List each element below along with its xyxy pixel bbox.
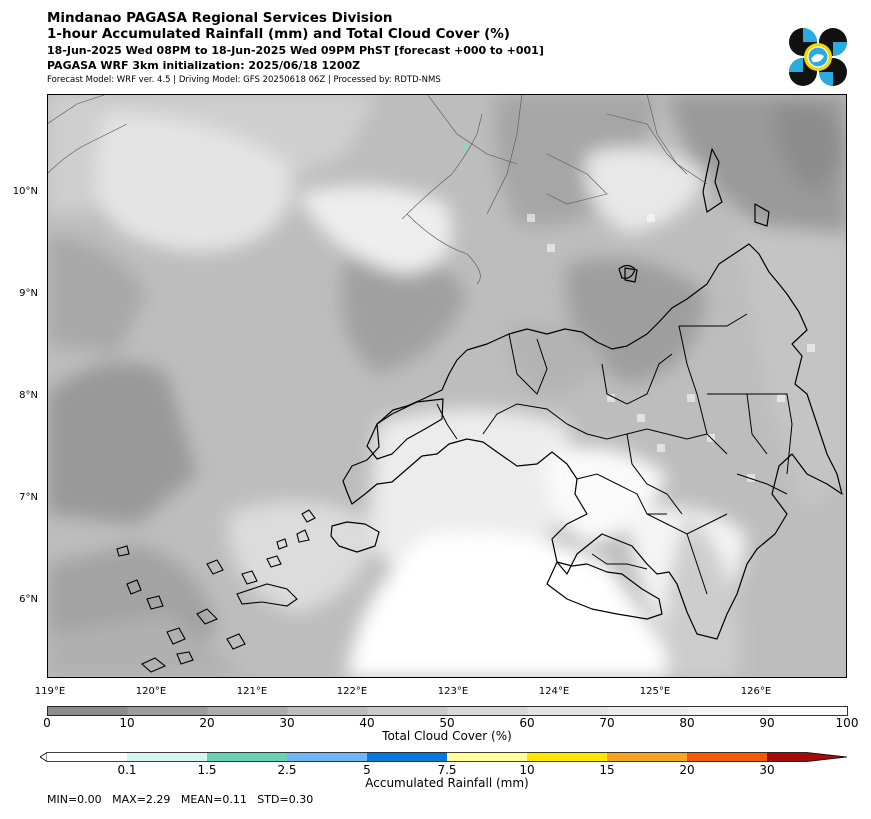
rain-colorbar-label: Accumulated Rainfall (mm) [365,776,529,790]
cloud-colorbar-tick: 90 [759,716,775,730]
cloud-colorbar-tick: 100 [835,716,859,730]
rain-colorbar-segment [367,752,447,762]
init-time: PAGASA WRF 3km initialization: 2025/06/1… [47,59,361,72]
rainfall-cloud-map [47,94,847,678]
rain-point [462,144,468,150]
lon-label: 119°E [34,686,66,697]
rain-colorbar-segment [607,752,687,762]
rain-colorbar-segment [47,752,127,762]
rain-colorbar-under [40,752,48,762]
rain-colorbar-tick: 7.5 [437,763,457,777]
rain-colorbar-segment [447,752,527,762]
rain-colorbar-segment [287,752,367,762]
rain-colorbar-tick: 0.1 [117,763,137,777]
rain-colorbar-segment [527,752,607,762]
cloud-colorbar-tick: 70 [599,716,615,730]
cloud-colorbar-tick: 40 [359,716,375,730]
title-agency: Mindanao PAGASA Regional Services Divisi… [47,10,393,26]
cloud-speckle [527,214,815,482]
rain-colorbar-tick: 20 [679,763,695,777]
rain-colorbar-tick: 2.5 [277,763,297,777]
cloud-colorbar-tick: 80 [679,716,695,730]
lon-label: 126°E [740,686,772,697]
cloud-colorbar-segment [527,706,608,716]
cloud-cover-regions [47,94,847,678]
lon-label: 122°E [336,686,368,697]
model-info: Forecast Model: WRF ver. 4.5 | Driving M… [47,75,441,85]
cloud-colorbar-tick: 50 [439,716,455,730]
valid-time: 18-Jun-2025 Wed 08PM to 18-Jun-2025 Wed … [47,44,544,57]
cloud-colorbar-segment [127,706,208,716]
lat-label: 7°N [19,492,38,503]
lon-label: 120°E [135,686,167,697]
map-frame [47,94,847,678]
lon-label: 123°E [437,686,469,697]
cloud-colorbar-segment [47,706,128,716]
coastlines [330,148,843,640]
rain-colorbar-tick: 30 [759,763,775,777]
rain-colorbar-segment [127,752,207,762]
cloud-colorbar-label: Total Cloud Cover (%) [382,729,512,743]
province-borders [436,313,793,595]
lon-label: 121°E [236,686,268,697]
rain-colorbar-tick: 15 [599,763,615,777]
cloud-colorbar-segment [287,706,368,716]
cloud-colorbar-segment [207,706,288,716]
cloud-colorbar-segment [767,706,848,716]
cloud-colorbar-segment [687,706,768,716]
pagasa-logo-icon [789,28,847,86]
lon-label: 125°E [639,686,671,697]
cloud-colorbar-tick: 20 [199,716,215,730]
lat-label: 9°N [19,288,38,299]
visayas-coastlines [47,94,708,285]
cloud-colorbar-tick: 60 [519,716,535,730]
rain-colorbar-over [767,752,847,762]
lat-label: 8°N [19,390,38,401]
cloud-colorbar-segment [447,706,528,716]
cloud-cover-colorbar [47,706,848,716]
cloud-colorbar-tick: 30 [279,716,295,730]
rain-colorbar-segment [207,752,287,762]
rain-colorbar-segment [687,752,767,762]
lon-label: 124°E [538,686,570,697]
lat-label: 6°N [19,594,38,605]
cloud-colorbar-tick: 10 [119,716,135,730]
rain-colorbar-tick: 10 [519,763,535,777]
rainfall-statistics: MIN=0.00 MAX=2.29 MEAN=0.11 STD=0.30 [47,793,314,806]
cloud-colorbar-segment [607,706,688,716]
rain-colorbar-tick: 1.5 [197,763,217,777]
cloud-colorbar-segment [367,706,448,716]
title-product: 1-hour Accumulated Rainfall (mm) and Tot… [47,26,510,42]
rainfall-colorbar [40,752,848,762]
sulu-archipelago [116,509,316,673]
rain-colorbar-tick: 5 [363,763,371,777]
cloud-colorbar-tick: 0 [43,716,51,730]
lat-label: 10°N [12,186,38,197]
